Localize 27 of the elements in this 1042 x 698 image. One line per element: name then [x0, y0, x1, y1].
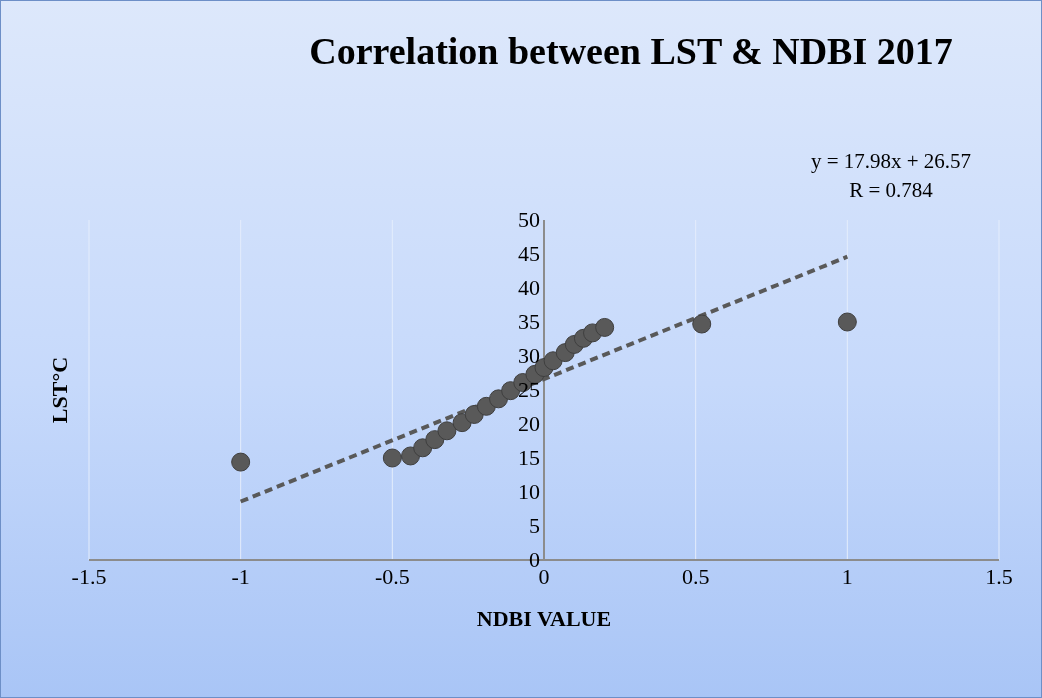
y-tick-label: 15	[518, 445, 540, 470]
y-tick-label: 20	[518, 411, 540, 436]
y-tick-label: 50	[518, 207, 540, 232]
x-axis-title: NDBI VALUE	[476, 606, 612, 631]
point	[837, 312, 857, 332]
text: y = 17.98x + 26.57	[809, 148, 973, 175]
point	[595, 317, 615, 337]
y-tick-label: 5	[529, 513, 540, 538]
point	[437, 421, 457, 441]
x-tick-label: -1.5	[71, 563, 107, 589]
chart-title: Correlation between LST & NDBI 2017	[308, 29, 954, 73]
y-tick-label: 10	[518, 479, 540, 504]
y-tick-label: 35	[518, 309, 540, 334]
x-tick-label: 1	[841, 563, 853, 589]
y-tick-label: 0	[529, 547, 540, 572]
point	[382, 448, 402, 468]
x-tick-label: 1.5	[985, 563, 1013, 589]
x-tick-label: -0.5	[374, 563, 410, 589]
point	[692, 314, 712, 334]
text: R = 0.784	[848, 177, 934, 204]
x-tick-label: 0.5	[681, 563, 710, 589]
y-tick-label: 45	[518, 241, 540, 266]
y-tick-label: 40	[518, 275, 540, 300]
y-axis-title: LST°C	[46, 356, 72, 424]
x-tick-label: -1	[231, 563, 250, 589]
y-tick-label: 30	[518, 343, 540, 368]
point	[231, 452, 251, 472]
